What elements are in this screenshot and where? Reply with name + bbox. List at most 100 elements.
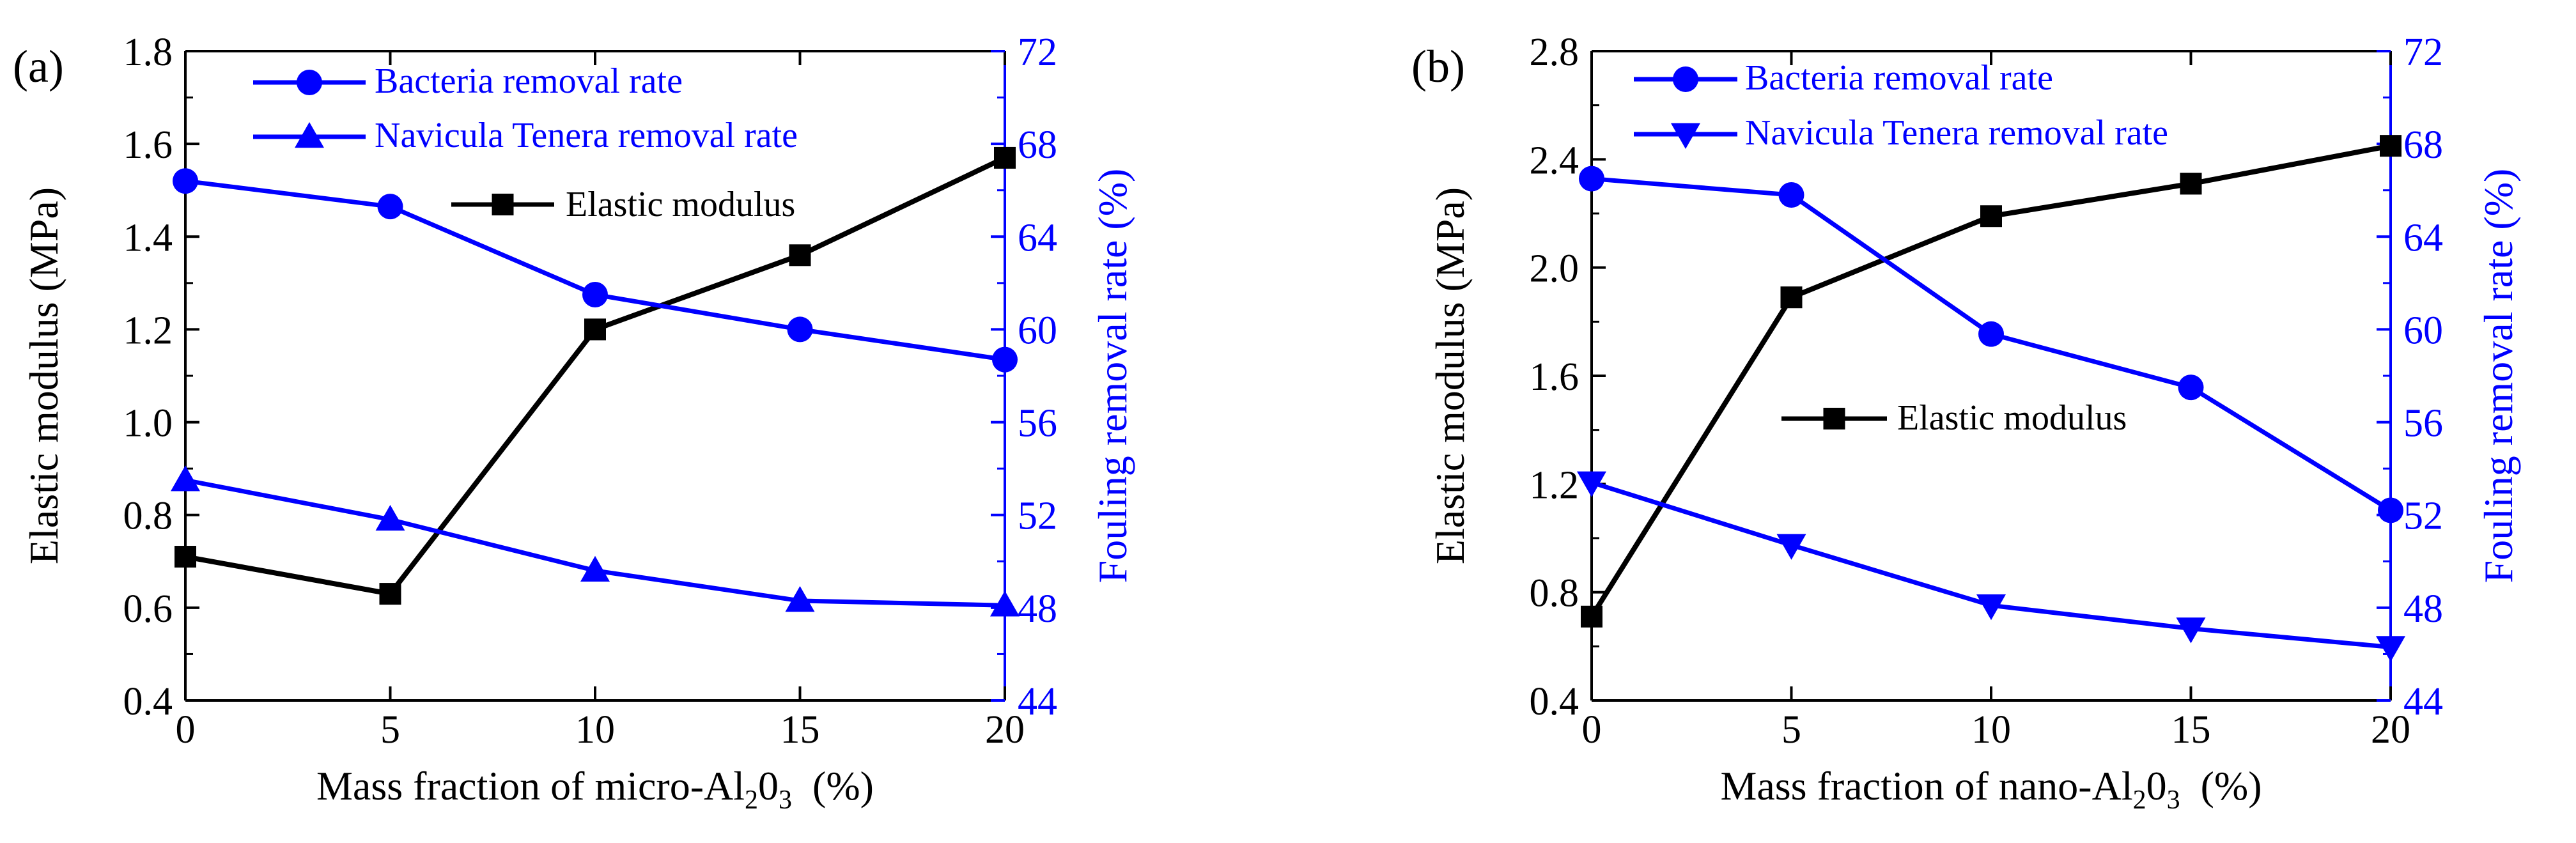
navicula-tenera-removal-rate-point xyxy=(2376,636,2405,662)
bacteria-removal-rate-point xyxy=(1978,321,2004,347)
x-axis-title-sub: 2 xyxy=(745,785,758,815)
y-tick-label: 1.8 xyxy=(123,31,173,74)
navicula-tenera-removal-rate-point xyxy=(2176,617,2206,644)
navicula-tenera-removal-rate-line xyxy=(185,477,1005,608)
panel-a: (a)0 5 10 15 200.40.60.81.01.21.41.61.844485… xyxy=(13,31,1135,815)
legend-marker xyxy=(1823,408,1845,429)
y2-tick-label: 72 xyxy=(2403,31,2443,74)
y2-tick-label: 52 xyxy=(2403,495,2443,538)
y-tick-label: 0.4 xyxy=(1530,680,1579,723)
elastic-modulus-point xyxy=(1780,286,1803,309)
navicula-tenera-removal-rate-line xyxy=(1590,480,2391,650)
y2-tick-label: 56 xyxy=(1018,402,1057,445)
navicula-tenera-removal-rate-point xyxy=(1577,471,1606,497)
x-tick-label: 10 xyxy=(1971,708,2011,752)
x-tick-label: 5 xyxy=(380,708,400,752)
navicula-tenera-removal-rate-point xyxy=(990,591,1020,617)
y-tick-label: 2.4 xyxy=(1530,139,1579,182)
x-axis-title: Mass fraction of micro-Al203 (%) xyxy=(316,763,874,815)
y2-tick-label: 60 xyxy=(2403,309,2443,352)
legend-label: Bacteria removal rate xyxy=(375,61,683,101)
y-tick-label: 0.4 xyxy=(123,680,173,723)
bacteria-removal-rate-point xyxy=(377,194,403,220)
y2-tick-label: 64 xyxy=(2403,216,2443,259)
y2-tick-label: 68 xyxy=(1018,123,1057,167)
x-tick-label: 0 xyxy=(176,708,196,752)
elastic-modulus-point xyxy=(994,146,1016,169)
y2-tick-label: 44 xyxy=(1018,680,1057,723)
x-tick-label: 0 xyxy=(1582,708,1602,752)
y-tick-label: 1.6 xyxy=(123,123,173,167)
legend-marker xyxy=(295,122,324,148)
y2-tick-label: 44 xyxy=(2403,680,2443,723)
panel-label: (a) xyxy=(13,41,64,92)
elastic-modulus-point xyxy=(175,546,196,568)
x-tick-label: 15 xyxy=(2171,708,2211,752)
elastic-modulus-point xyxy=(1980,205,2002,228)
elastic-modulus-point xyxy=(584,318,606,341)
elastic-modulus-point xyxy=(1581,605,1602,628)
bacteria-removal-rate-point xyxy=(2178,375,2204,401)
x-tick-label: 5 xyxy=(1781,708,1801,752)
x-axis-title-main: Mass fraction of nano-Al xyxy=(1720,763,2132,808)
legend-label: Navicula Tenera removal rate xyxy=(1745,113,2168,153)
legend-label: Elastic modulus xyxy=(1897,398,2127,438)
y-axis-title: Elastic modulus (MPa) xyxy=(21,187,66,564)
legend-marker xyxy=(1673,66,1698,92)
bacteria-removal-rate-point xyxy=(1778,182,1804,208)
y-tick-label: 1.2 xyxy=(1530,463,1579,507)
y-tick-label: 0.8 xyxy=(1530,572,1579,615)
y2-axis-title: Fouling removal rate (%) xyxy=(2476,169,2521,584)
bacteria-removal-rate-point xyxy=(1579,166,1604,192)
navicula-tenera-removal-rate-point xyxy=(171,465,200,491)
navicula-tenera-removal-rate-point xyxy=(375,504,405,531)
bacteria-removal-rate-point xyxy=(787,316,813,343)
navicula-tenera-removal-rate-point xyxy=(1776,534,1806,560)
y-tick-label: 0.8 xyxy=(123,495,173,538)
x-axis-title-main: Mass fraction of micro-Al xyxy=(316,763,745,808)
x-tick-label: 10 xyxy=(575,708,615,752)
legend-marker xyxy=(297,70,322,95)
y-tick-label: 0.6 xyxy=(123,587,173,631)
y2-tick-label: 48 xyxy=(1018,587,1057,631)
x-axis-title-sub: 2 xyxy=(2133,785,2146,815)
y2-tick-label: 72 xyxy=(1018,31,1057,74)
legend-label: Bacteria removal rate xyxy=(1745,58,2053,98)
bacteria-removal-rate-point xyxy=(582,282,608,307)
y-tick-label: 1.6 xyxy=(1530,355,1579,399)
elastic-modulus-point xyxy=(2380,135,2401,157)
x-tick-label: 20 xyxy=(2371,708,2410,752)
navicula-tenera-removal-rate-point xyxy=(785,585,815,612)
elastic-modulus-point xyxy=(789,244,811,267)
y2-tick-label: 48 xyxy=(2403,587,2443,631)
x-axis-title-unit: (%) xyxy=(2180,763,2262,808)
x-tick-label: 15 xyxy=(780,708,820,752)
bacteria-removal-rate-point xyxy=(2378,497,2403,523)
y2-tick-label: 68 xyxy=(2403,123,2443,167)
legend-marker xyxy=(492,194,514,215)
y-tick-label: 1.4 xyxy=(123,216,173,259)
elastic-modulus-point xyxy=(2180,173,2202,195)
legend-label: Navicula Tenera removal rate xyxy=(375,116,798,155)
x-axis-title-sub: 3 xyxy=(2167,785,2180,815)
x-axis-title-unit: (%) xyxy=(792,763,874,808)
navicula-tenera-removal-rate-point xyxy=(1976,594,2006,621)
y2-tick-label: 56 xyxy=(2403,402,2443,445)
y2-axis-title: Fouling removal rate (%) xyxy=(1090,169,1135,584)
y-tick-label: 2.8 xyxy=(1530,31,1579,74)
y-tick-label: 2.0 xyxy=(1530,247,1579,291)
legend-marker xyxy=(1671,123,1700,149)
x-axis-title: Mass fraction of nano-Al203 (%) xyxy=(1720,763,2262,815)
y2-tick-label: 52 xyxy=(1018,495,1057,538)
y-axis-title: Elastic modulus (MPa) xyxy=(1427,187,1473,564)
bacteria-removal-rate-point xyxy=(173,168,198,194)
elastic-modulus-point xyxy=(379,583,401,605)
navicula-tenera-removal-rate-point xyxy=(580,555,610,582)
panel-label: (b) xyxy=(1411,41,1465,92)
legend-label: Elastic modulus xyxy=(566,185,795,224)
y-tick-label: 1.0 xyxy=(123,402,173,445)
y2-tick-label: 60 xyxy=(1018,309,1057,352)
y2-tick-label: 64 xyxy=(1018,216,1057,259)
bacteria-removal-rate-point xyxy=(992,346,1018,373)
